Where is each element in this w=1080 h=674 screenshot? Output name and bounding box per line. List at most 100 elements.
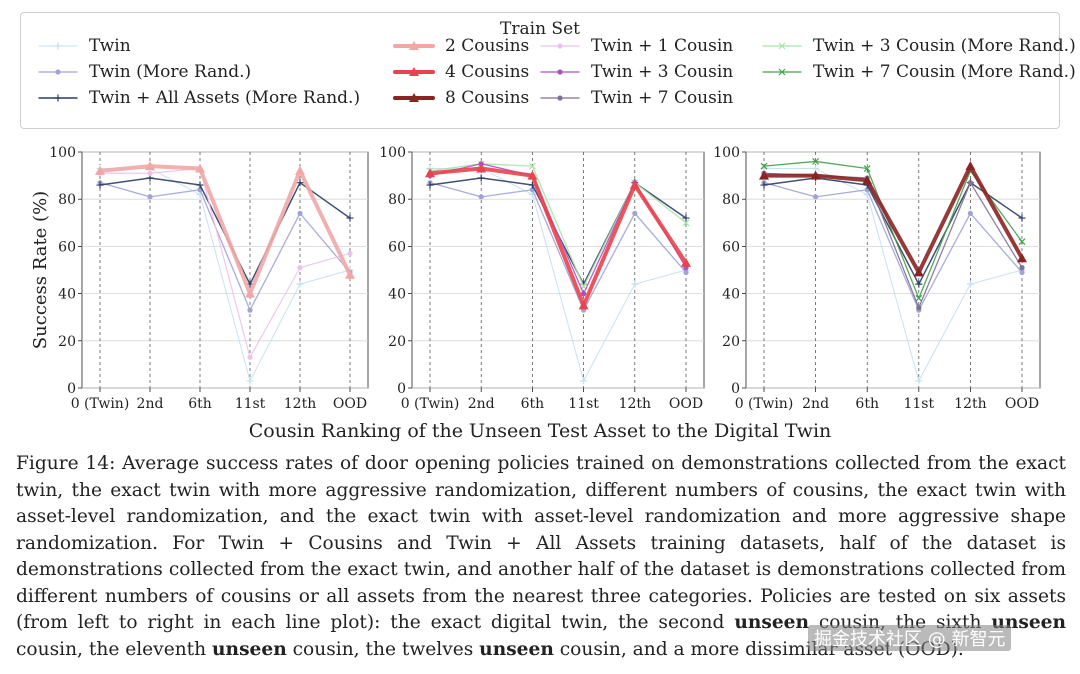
data-point	[96, 181, 104, 189]
legend-label: Twin + 7 Cousin (More Rand.)	[813, 62, 1076, 82]
data-point	[863, 165, 871, 172]
data-point	[195, 163, 205, 173]
data-point	[477, 174, 485, 182]
data-point	[967, 210, 974, 216]
legend-label: Twin + 3 Cousin	[591, 62, 734, 82]
legend-marker	[54, 42, 62, 50]
data-point	[813, 194, 819, 200]
series-line	[429, 163, 687, 288]
y-tick-label: 0	[67, 381, 76, 397]
legend-label: Twin + 3 Cousin (More Rand.)	[813, 36, 1076, 56]
series-line	[429, 182, 687, 311]
x-tick-label: OOD	[1005, 396, 1039, 412]
data-point	[145, 161, 155, 171]
series-line	[98, 164, 352, 296]
data-point	[810, 170, 821, 180]
legend-marker	[778, 42, 786, 50]
data-point	[1018, 238, 1026, 246]
legend-label: 8 Cousins	[445, 88, 530, 108]
x-tick-label: 6th	[855, 396, 879, 412]
series-line	[763, 182, 1023, 311]
data-point	[915, 280, 923, 288]
legend-marker	[557, 43, 563, 49]
data-point	[1017, 253, 1027, 263]
legend-entry: 8 Cousins	[391, 87, 529, 109]
x-tick-label: OOD	[669, 396, 703, 412]
data-point	[246, 377, 254, 385]
series-line	[763, 168, 1023, 382]
y-tick-label: 80	[388, 192, 406, 208]
legend-marker	[54, 94, 62, 102]
legend-swatch	[540, 43, 580, 49]
x-tick-label: 0 (Twin)	[71, 396, 130, 412]
legend-entry: Twin + 7 Cousin	[537, 87, 733, 109]
legend-swatch	[762, 68, 802, 76]
data-point	[527, 170, 538, 180]
data-point	[965, 161, 976, 171]
data-point	[683, 269, 689, 275]
y-tick-label: 40	[722, 287, 740, 303]
data-point	[247, 307, 253, 313]
y-tick-label: 40	[58, 287, 76, 303]
series-4-cousins	[425, 163, 691, 310]
data-point	[916, 305, 922, 311]
legend-marker	[55, 69, 61, 75]
data-point	[297, 210, 303, 216]
subplot-1: 0 20 40 60 80 100 0 (Twin) 2nd 6th 11st 12th OOD Suc…	[30, 145, 369, 412]
y-tick-label: 0	[731, 381, 740, 397]
legend-label: Twin	[89, 36, 131, 56]
subplot-2: 0 20 40 60 80 100 0 (Twin) 2nd 6th 11st 12th OOD	[379, 145, 705, 412]
legend-swatch	[393, 41, 435, 50]
data-point	[476, 163, 487, 173]
legend-marker	[557, 95, 563, 101]
x-tick-label: 12th	[284, 396, 316, 412]
legend: Train Set Twin Twin (More Rand.) Twin + Al…	[20, 12, 1076, 129]
data-point	[578, 300, 589, 310]
data-point	[295, 165, 305, 175]
data-point	[629, 180, 640, 190]
x-axis-label: Cousin Ranking of the Unseen Test Asset …	[248, 420, 832, 442]
x-tick-label: 11st	[235, 396, 266, 412]
legend-swatch	[38, 94, 78, 102]
data-point	[196, 181, 204, 189]
legend-marker	[778, 68, 786, 76]
y-tick-label: 60	[58, 239, 76, 255]
subplot-3: 0 20 40 60 80 100 0 (Twin) 2nd 6th 11st 12th OOD	[713, 145, 1041, 412]
data-point	[581, 291, 587, 297]
x-tick-label: 12th	[954, 396, 986, 412]
series-line	[428, 166, 688, 308]
data-point	[1018, 214, 1026, 222]
series-8-cousins	[759, 161, 1027, 277]
x-tick-label: 0 (Twin)	[735, 396, 794, 412]
legend-entry: Twin + 3 Cousin (More Rand.)	[759, 35, 1076, 57]
x-tick-label: 2nd	[802, 396, 829, 412]
y-tick-label: 100	[49, 145, 76, 161]
data-point	[682, 219, 690, 227]
data-point	[682, 214, 690, 222]
x-tick-label: OOD	[333, 396, 367, 412]
data-point	[812, 158, 820, 165]
legend-marker	[409, 67, 419, 76]
y-tick-label: 80	[58, 192, 76, 208]
legend-marker	[409, 41, 419, 50]
series-2-cousins	[95, 161, 355, 298]
y-tick-label: 20	[58, 334, 76, 350]
x-tick-label: 6th	[188, 396, 212, 412]
legend-swatch	[540, 69, 580, 75]
data-point	[915, 377, 923, 385]
y-tick-label: 100	[713, 145, 740, 161]
legend-swatch	[38, 69, 78, 75]
series-line	[99, 182, 351, 311]
data-point	[967, 180, 974, 186]
y-tick-label: 100	[379, 145, 406, 161]
legend-swatch	[38, 42, 78, 50]
legend-entry: Twin (More Rand.)	[35, 61, 251, 83]
x-tick-label: 12th	[619, 396, 651, 412]
data-point	[760, 181, 768, 189]
data-point	[1019, 269, 1025, 275]
data-point	[347, 250, 353, 257]
data-point	[297, 265, 303, 271]
x-tick-label: 2nd	[137, 396, 164, 412]
data-point	[247, 354, 253, 360]
legend-marker	[409, 93, 419, 102]
